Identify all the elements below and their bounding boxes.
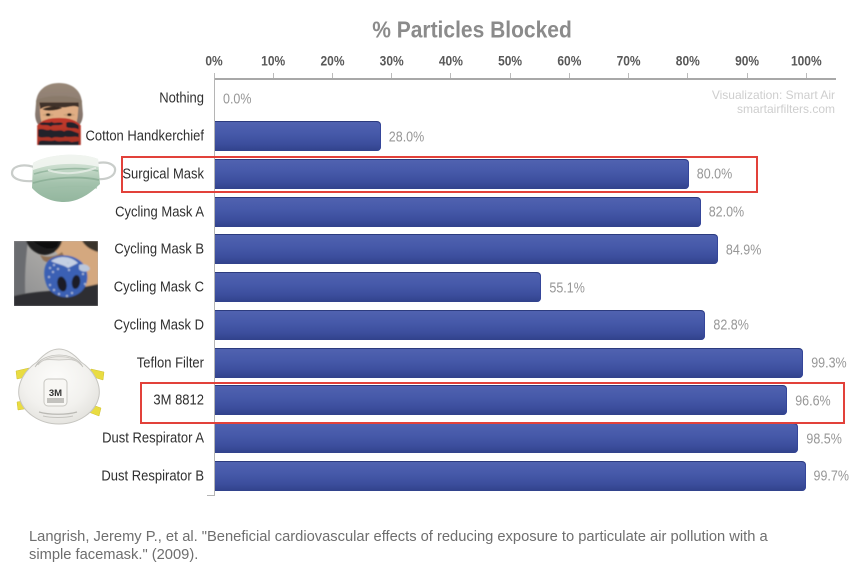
svg-text:3M: 3M (49, 388, 62, 399)
